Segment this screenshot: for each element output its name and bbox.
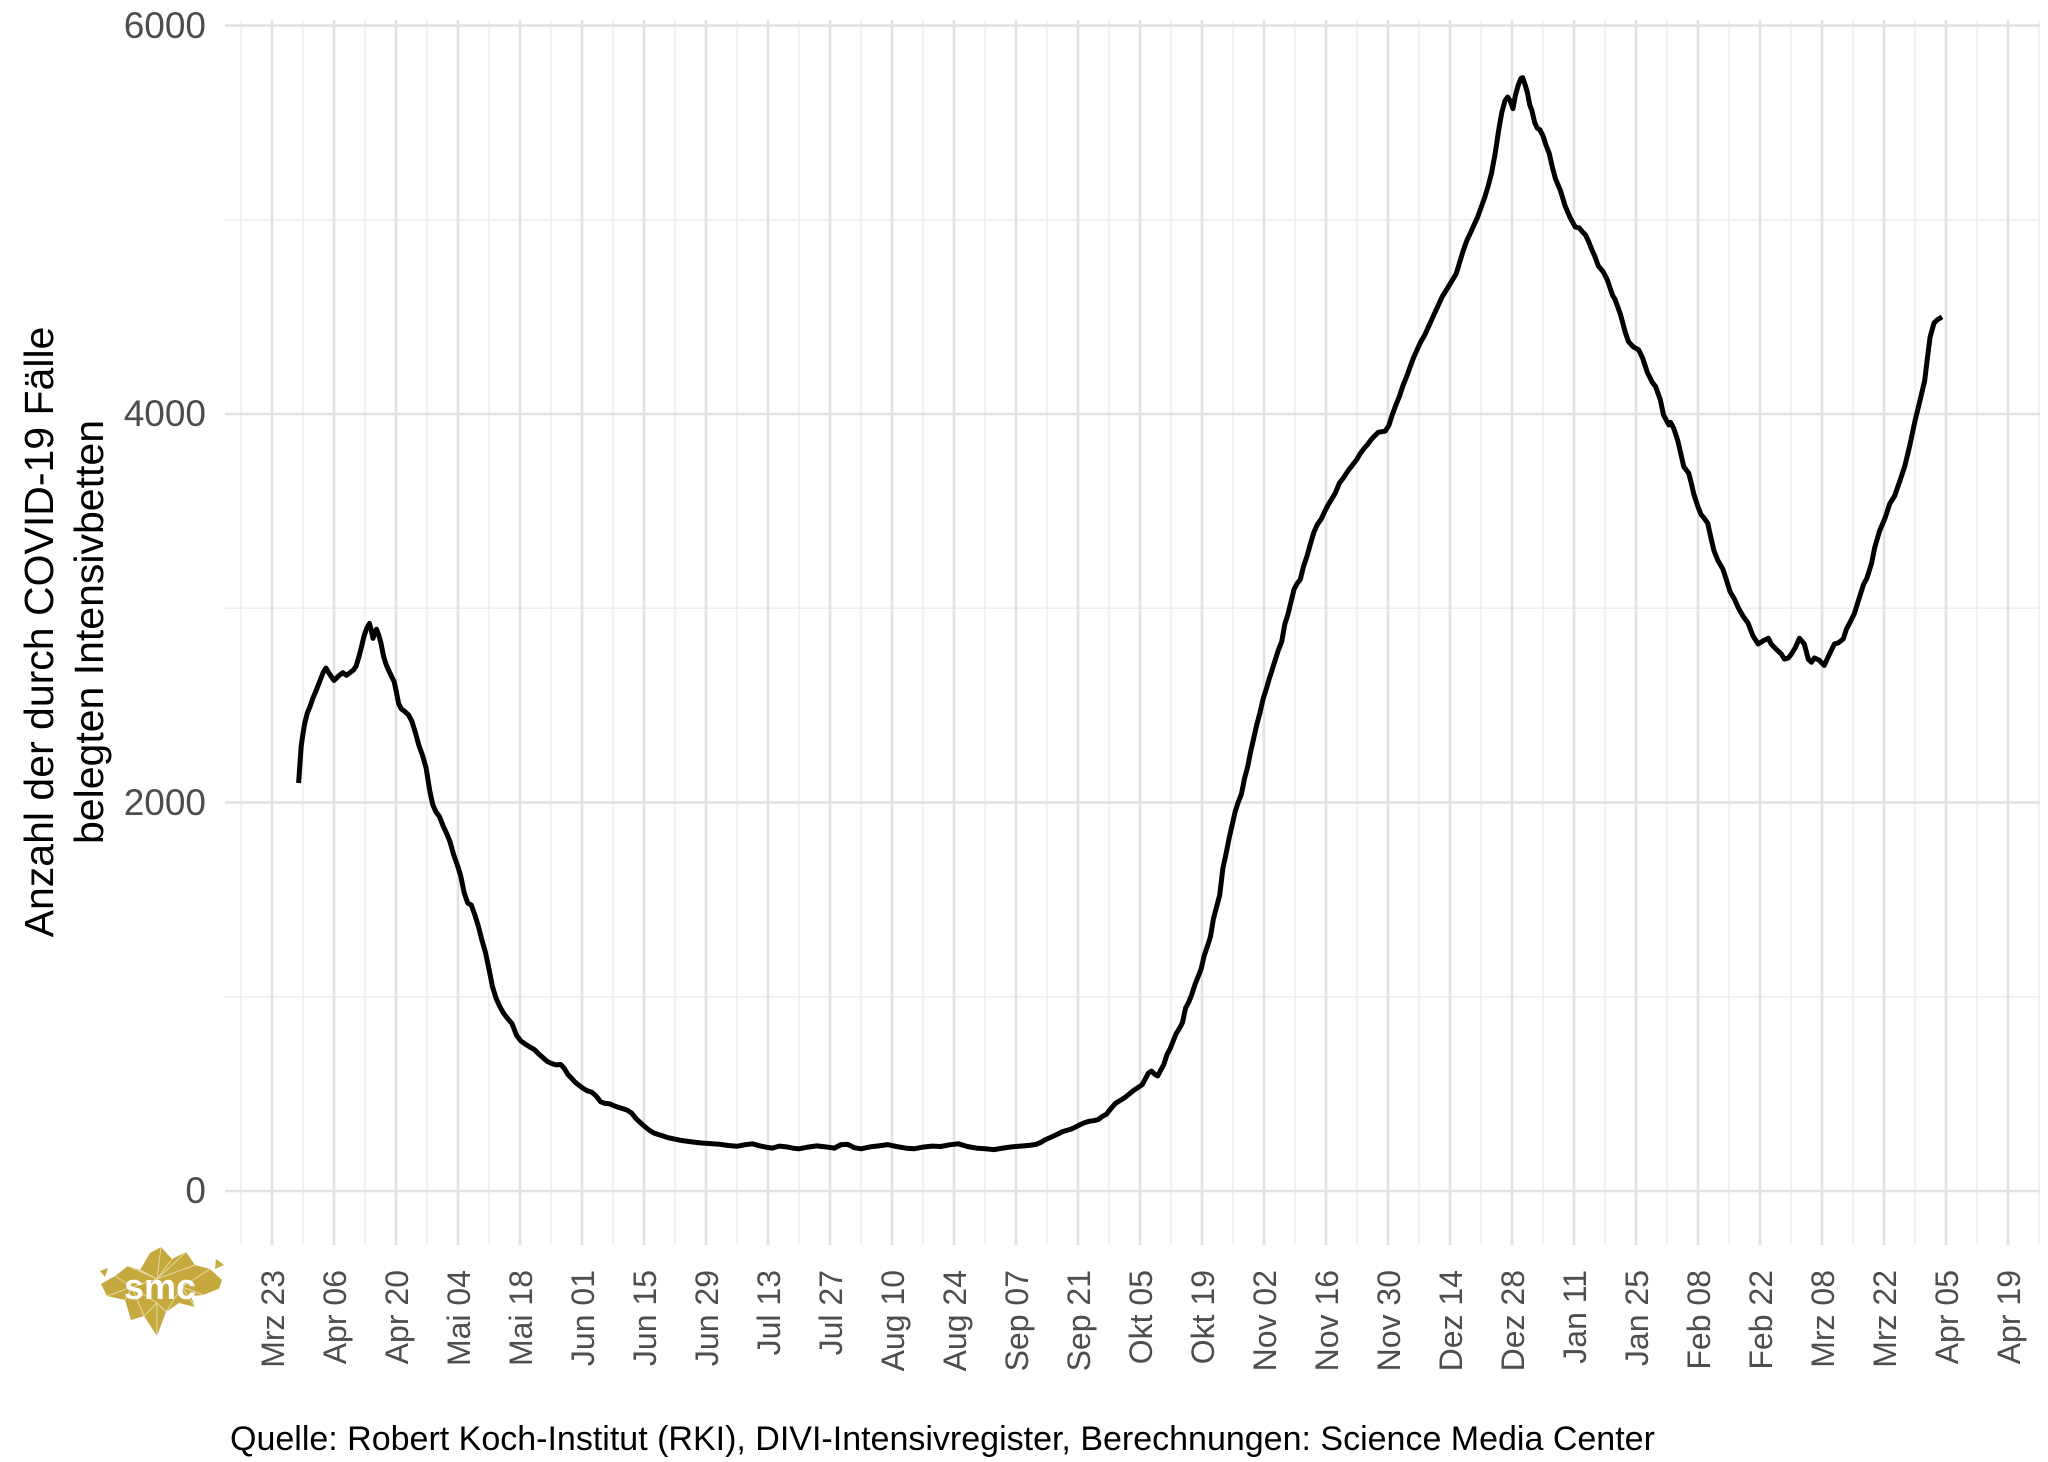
y-tick-label-0: 0 bbox=[185, 1170, 206, 1211]
x-tick-label-dez-14: Dez 14 bbox=[1433, 1270, 1469, 1372]
x-tick-label-jun-29: Jun 29 bbox=[689, 1270, 725, 1367]
plot-panel bbox=[225, 20, 2040, 1245]
x-tick-label-mrz-22: Mrz 22 bbox=[1867, 1270, 1903, 1368]
y-tick-label-6000: 6000 bbox=[123, 4, 206, 46]
x-tick-label-dez-28: Dez 28 bbox=[1495, 1270, 1531, 1372]
smc-logo-facet-triangle2 bbox=[100, 1268, 108, 1277]
smc-logo-facet-triangle bbox=[215, 1259, 224, 1269]
x-tick-label-jul-27: Jul 27 bbox=[813, 1270, 849, 1356]
y-axis-title-line1: Anzahl der durch COVID-19 Fälle bbox=[16, 326, 62, 938]
x-tick-label-mrz-08: Mrz 08 bbox=[1805, 1270, 1841, 1368]
smc-logo-shape: smc bbox=[100, 1246, 224, 1336]
x-tick-label-feb-08: Feb 08 bbox=[1681, 1270, 1717, 1370]
x-tick-label-aug-10: Aug 10 bbox=[875, 1270, 911, 1372]
source-caption: Quelle: Robert Koch-Institut (RKI), DIVI… bbox=[230, 1420, 1655, 1458]
x-tick-label-mai-04: Mai 04 bbox=[441, 1270, 477, 1367]
x-tick-label-sep-21: Sep 21 bbox=[1061, 1270, 1097, 1372]
x-tick-label-mai-18: Mai 18 bbox=[503, 1270, 539, 1367]
x-tick-label-apr-19: Apr 19 bbox=[1991, 1270, 2027, 1365]
x-tick-label-feb-22: Feb 22 bbox=[1743, 1270, 1779, 1370]
y-tick-label-2000: 2000 bbox=[123, 781, 206, 823]
y-axis-title-line2: belegten Intensivbetten bbox=[66, 420, 112, 844]
smc-logo-star bbox=[101, 1247, 222, 1336]
x-tick-label-nov-02: Nov 02 bbox=[1247, 1270, 1283, 1372]
x-tick-label-apr-06: Apr 06 bbox=[317, 1270, 353, 1365]
plot-svg bbox=[225, 20, 2040, 1245]
x-tick-label-jul-13: Jul 13 bbox=[751, 1270, 787, 1356]
x-tick-label-apr-05: Apr 05 bbox=[1929, 1270, 1965, 1365]
y-tick-label-4000: 4000 bbox=[123, 393, 206, 434]
x-tick-label-mrz-23: Mrz 23 bbox=[255, 1270, 291, 1368]
y-axis-title: Anzahl der durch COVID-19 Fälle belegten… bbox=[14, 170, 114, 1094]
x-tick-label-apr-20: Apr 20 bbox=[379, 1270, 415, 1365]
x-tick-label-okt-19: Okt 19 bbox=[1185, 1270, 1221, 1365]
x-tick-label-sep-07: Sep 07 bbox=[999, 1270, 1035, 1372]
x-tick-label-aug-24: Aug 24 bbox=[937, 1270, 973, 1372]
series-line-intensivbetten bbox=[296, 75, 1944, 1153]
smc-logo-facet-lines bbox=[106, 1246, 220, 1336]
smc-logo-text: smc bbox=[124, 1266, 196, 1307]
smc-logo: smc bbox=[100, 1246, 224, 1336]
x-tick-label-nov-16: Nov 16 bbox=[1309, 1270, 1345, 1372]
x-tick-label-jan-11: Jan 11 bbox=[1557, 1270, 1593, 1364]
x-tick-label-okt-05: Okt 05 bbox=[1123, 1270, 1159, 1365]
x-tick-label-nov-30: Nov 30 bbox=[1371, 1270, 1407, 1372]
x-tick-label-jan-25: Jan 25 bbox=[1619, 1270, 1655, 1367]
x-tick-label-jun-01: Jun 01 bbox=[565, 1270, 601, 1367]
x-tick-label-jun-15: Jun 15 bbox=[627, 1270, 663, 1367]
